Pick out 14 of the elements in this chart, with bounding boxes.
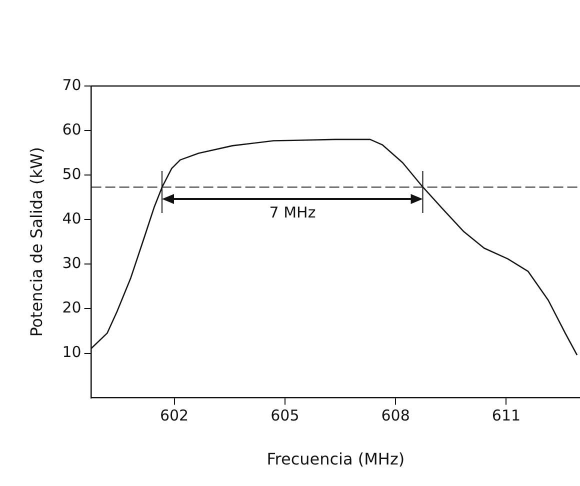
y-tick-label: 70: [62, 76, 82, 94]
x-tick-label: 608: [381, 406, 410, 425]
x-axis-title: Frecuencia (MHz): [266, 450, 405, 469]
x-tick-label: 605: [270, 406, 300, 425]
annotation: 7 MHz: [269, 204, 316, 222]
y-tick-label: 40: [62, 210, 82, 228]
y-tick-label: 50: [62, 164, 82, 183]
x-tick-label: 602: [160, 406, 189, 425]
y-tick-label: 10: [62, 343, 82, 362]
y-tick-label: 60: [62, 120, 82, 138]
x-tick-label: 611: [492, 406, 521, 425]
y-tick-label: 30: [62, 254, 82, 272]
y-axis-title: Potencia de Salida (kW): [26, 146, 46, 337]
y-tick-label: 20: [62, 298, 82, 317]
